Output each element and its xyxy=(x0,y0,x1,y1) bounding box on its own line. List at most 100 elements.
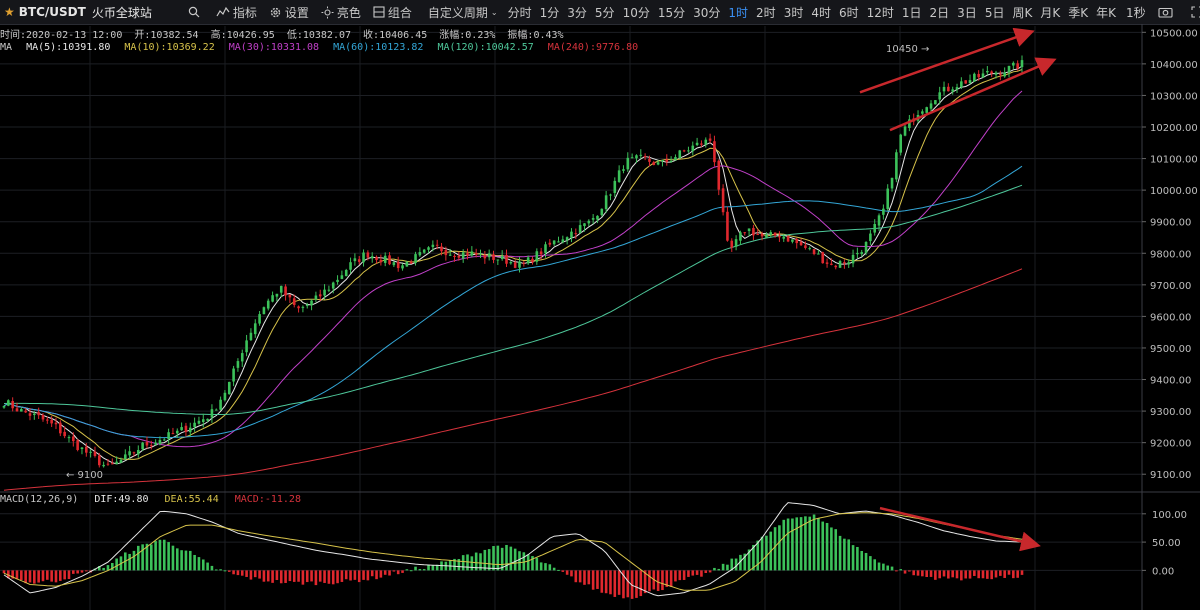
macd-bar xyxy=(578,570,582,583)
tab-period[interactable]: 15分 xyxy=(657,5,686,20)
macd-bar xyxy=(583,570,586,585)
candle-body xyxy=(968,80,972,84)
macd-bar xyxy=(830,527,833,571)
candle-body xyxy=(938,92,941,100)
ohlc-low: 低:10382.07 xyxy=(286,30,352,41)
settings-button[interactable]: 设置 xyxy=(263,0,315,24)
candle-body xyxy=(210,409,214,418)
macd-bar xyxy=(951,570,954,578)
candle-body xyxy=(136,450,140,455)
chart-area[interactable]: 10450 → ← 9100 9100.00 9200.00 9300.00 9400.… xyxy=(0,24,1200,610)
candle-body xyxy=(964,80,967,84)
tab-period[interactable]: 周K xyxy=(1012,5,1033,20)
tab-period[interactable]: 12时 xyxy=(866,5,894,20)
candle-body xyxy=(167,432,170,440)
macd-bar xyxy=(266,570,270,582)
macd-bar xyxy=(929,570,933,577)
candle-body xyxy=(617,170,621,182)
theme-button[interactable]: 亮色 xyxy=(315,0,367,24)
macd-bar xyxy=(279,570,283,584)
candle-body xyxy=(418,252,422,256)
tab-period[interactable]: 4时 xyxy=(811,5,831,20)
indicators-button[interactable]: 指标 xyxy=(210,0,263,24)
macd-bar xyxy=(46,570,49,580)
candle-body xyxy=(414,254,417,263)
tab-period[interactable]: 2日 xyxy=(929,5,950,20)
tab-period[interactable]: 3分 xyxy=(567,5,587,20)
macd-bar xyxy=(756,540,760,571)
candle-body xyxy=(149,445,153,447)
candle-body xyxy=(890,177,894,189)
candle-body xyxy=(756,234,760,236)
macd-bar xyxy=(496,545,500,571)
theme-label: 亮色 xyxy=(336,5,361,20)
candle-body xyxy=(318,294,322,297)
ma240-value: MA(240):9776.80 xyxy=(547,42,639,53)
macd-bar xyxy=(838,535,842,571)
search-button[interactable] xyxy=(182,0,206,24)
macd-bar xyxy=(24,570,27,584)
candle-body xyxy=(557,241,560,243)
candle-body xyxy=(145,441,149,446)
tab-period[interactable]: 季K xyxy=(1068,5,1089,20)
macd-bar xyxy=(960,570,963,581)
candle-body xyxy=(1016,63,1019,69)
tab-period[interactable]: 1分 xyxy=(539,5,560,20)
candle-body xyxy=(483,254,487,259)
candle-body xyxy=(141,442,144,450)
tab-period[interactable]: 5日 xyxy=(984,5,1005,20)
combo-button[interactable]: 组合 xyxy=(367,0,418,24)
tab-period[interactable]: 年K xyxy=(1096,5,1116,20)
tab-period[interactable]: 1日 xyxy=(901,5,922,20)
tab-period[interactable]: 2时 xyxy=(756,5,776,20)
macd-y-tick-label: 100.00 xyxy=(1152,510,1187,521)
macd-bar xyxy=(483,549,487,571)
macd-bar xyxy=(201,559,205,571)
macd-bar xyxy=(15,570,19,579)
tab-period[interactable]: 5分 xyxy=(594,5,615,20)
candle-body xyxy=(544,244,547,253)
macd-bar xyxy=(834,529,838,571)
macd-bar xyxy=(184,550,188,571)
macd-bar xyxy=(964,570,967,579)
macd-bar xyxy=(509,546,513,571)
macd-name[interactable]: MACD(12,26,9) xyxy=(0,494,79,505)
low-annotation: ← 9100 xyxy=(66,470,103,481)
tab-period[interactable]: 月K xyxy=(1040,5,1061,20)
candle-body xyxy=(561,239,565,243)
candle-body xyxy=(366,252,370,258)
macd-bar xyxy=(357,570,361,583)
fullscreen-button[interactable] xyxy=(1185,0,1200,24)
ma-prefix[interactable]: MA xyxy=(0,42,13,53)
custom-period-dropdown[interactable]: 自定义周期 ⌄ xyxy=(422,0,504,24)
candle-body xyxy=(24,410,27,413)
candle-body xyxy=(453,255,456,258)
ma120-line xyxy=(3,184,1023,415)
screenshot-button[interactable] xyxy=(1152,0,1179,24)
candle-body xyxy=(721,188,725,213)
candle-body xyxy=(245,340,248,353)
tab-period[interactable]: 分时 xyxy=(507,5,532,20)
tab-period[interactable]: 6时 xyxy=(838,5,859,20)
tab-period[interactable]: 3日 xyxy=(957,5,977,20)
candle-body xyxy=(760,233,764,237)
macd-bar xyxy=(227,570,231,572)
layout-icon xyxy=(373,6,385,18)
refresh-rate[interactable]: 1秒 xyxy=(1120,0,1152,24)
macd-bar xyxy=(219,569,222,571)
candle-body xyxy=(379,259,383,263)
candle-body xyxy=(214,409,218,411)
symbol-selector[interactable]: ★ BTC/USDT 火币全球站 xyxy=(0,0,158,24)
macd-bar xyxy=(700,570,703,577)
candle-body xyxy=(505,254,508,264)
candle-body xyxy=(284,286,287,296)
candle-body xyxy=(977,73,980,78)
tab-period[interactable]: 30分 xyxy=(693,5,721,20)
tab-period[interactable]: 1时 xyxy=(728,5,749,20)
macd-trend-arrow xyxy=(879,506,1041,552)
candle-body xyxy=(279,285,283,293)
macd-bar xyxy=(20,570,23,581)
candle-body xyxy=(336,279,339,283)
tab-period[interactable]: 10分 xyxy=(622,5,650,20)
tab-period[interactable]: 3时 xyxy=(783,5,804,20)
